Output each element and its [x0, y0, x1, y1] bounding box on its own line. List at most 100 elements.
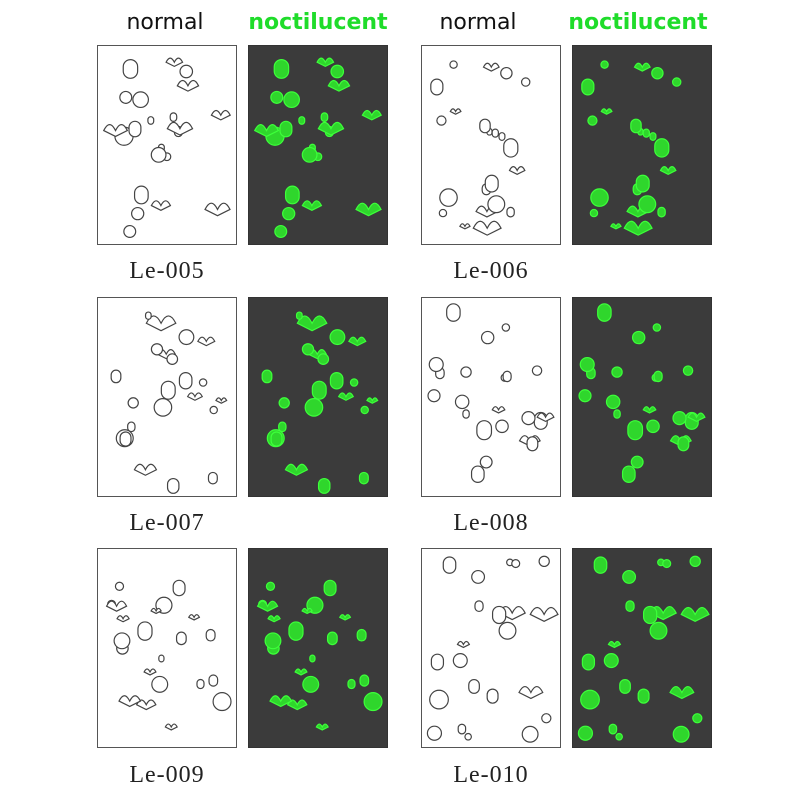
sticker-icon: [178, 329, 195, 346]
sticker-icon: [672, 725, 690, 743]
sticker-icon: [610, 223, 622, 230]
sticker-icon: [158, 654, 165, 663]
sticker-icon: [449, 60, 458, 69]
sticker-icon: [581, 78, 595, 96]
sticker-icon: [642, 406, 657, 414]
product-code: Le-006: [453, 258, 529, 284]
sticker-icon: [607, 640, 622, 649]
sticker-icon: [430, 78, 444, 96]
sticker-sheet-glow: [572, 45, 712, 245]
sticker-icon: [659, 166, 677, 176]
sticker-icon: [284, 463, 309, 476]
sticker-icon: [446, 303, 461, 322]
sticker-icon: [196, 678, 205, 690]
sticker-icon: [579, 356, 595, 373]
sticker-icon: [133, 463, 158, 476]
sticker-icon: [508, 166, 526, 176]
sticker-icon: [500, 66, 513, 80]
sticker-icon: [261, 369, 273, 384]
sticker-icon: [600, 60, 609, 69]
sticker-icon: [128, 120, 142, 138]
sticker-icon: [105, 600, 128, 612]
sticker-icon: [197, 336, 216, 347]
sticker-icon: [179, 64, 194, 79]
sticker-icon: [577, 725, 594, 741]
sticker-icon: [536, 412, 555, 423]
sticker-icon: [615, 732, 623, 741]
sticker-icon: [311, 380, 327, 400]
sticker-icon: [669, 685, 695, 700]
sticker-icon: [541, 713, 552, 724]
sticker-icon: [264, 632, 282, 650]
sticker-icon: [521, 725, 539, 743]
sticker-icon: [657, 206, 666, 218]
sticker-icon: [464, 732, 472, 741]
sticker-icon: [269, 695, 293, 708]
sticker-icon: [295, 311, 303, 320]
sticker-icon: [649, 621, 668, 640]
sticker-icon: [476, 420, 493, 441]
sticker-sheet-glow: [248, 45, 388, 245]
sticker-art: [256, 579, 383, 731]
sticker-icon: [205, 628, 216, 642]
sticker-icon: [284, 185, 300, 205]
sticker-icon: [625, 600, 635, 613]
sticker-icon: [166, 121, 194, 136]
sticker-icon: [102, 124, 129, 138]
sticker-icon: [429, 689, 449, 710]
sticker-icon: [457, 723, 467, 735]
sticker-icon: [316, 57, 335, 68]
sticker-icon: [531, 365, 543, 376]
sticker-icon: [133, 185, 149, 205]
sticker-icon: [511, 559, 521, 569]
sticker-icon: [131, 206, 145, 221]
sticker-icon: [153, 398, 173, 417]
sticker-icon: [165, 57, 184, 68]
sticker-icon: [580, 689, 600, 710]
product-code: Le-008: [453, 510, 529, 536]
sticker-icon: [175, 631, 187, 646]
sticker-icon: [348, 336, 367, 347]
sticker-icon: [468, 678, 480, 694]
sticker-icon: [113, 632, 131, 650]
sticker-icon: [256, 600, 279, 612]
sticker-icon: [151, 675, 169, 693]
sticker-icon: [359, 674, 370, 687]
sticker-icon: [652, 323, 662, 332]
sticker-art: [253, 57, 382, 238]
sticker-icon: [589, 208, 599, 218]
sticker-icon: [166, 477, 180, 494]
sticker-icon: [209, 405, 218, 415]
sticker-icon: [438, 208, 448, 218]
sticker-icon: [662, 559, 672, 569]
sticker-icon: [274, 224, 288, 238]
sticker-icon: [178, 372, 193, 390]
sticker-icon: [480, 330, 495, 345]
sticker-art: [261, 311, 379, 494]
sticker-icon: [160, 380, 176, 400]
sticker-icon: [526, 436, 539, 452]
sticker-icon: [605, 394, 621, 410]
sticker-icon: [302, 675, 320, 693]
sticker-icon: [282, 206, 296, 221]
sticker-icon: [627, 420, 644, 441]
sticker-icon: [608, 723, 618, 735]
sticker-icon: [635, 174, 650, 193]
sticker-icon: [653, 370, 663, 383]
sticker-icon: [498, 132, 506, 141]
sticker-icon: [301, 146, 318, 163]
sticker-icon: [633, 62, 651, 72]
sticker-icon: [482, 62, 500, 72]
sticker-icon: [503, 138, 519, 158]
product-code: Le-005: [129, 258, 205, 284]
sticker-icon: [439, 188, 458, 207]
sticker-sheet-normal: [421, 548, 561, 748]
sticker-icon: [470, 465, 485, 483]
sticker-icon: [150, 607, 162, 615]
sticker-icon: [323, 579, 337, 597]
sticker-icon: [619, 678, 631, 694]
sticker-icon: [212, 692, 232, 712]
sticker-sheet-glow: [248, 548, 388, 748]
sticker-icon: [452, 652, 468, 669]
